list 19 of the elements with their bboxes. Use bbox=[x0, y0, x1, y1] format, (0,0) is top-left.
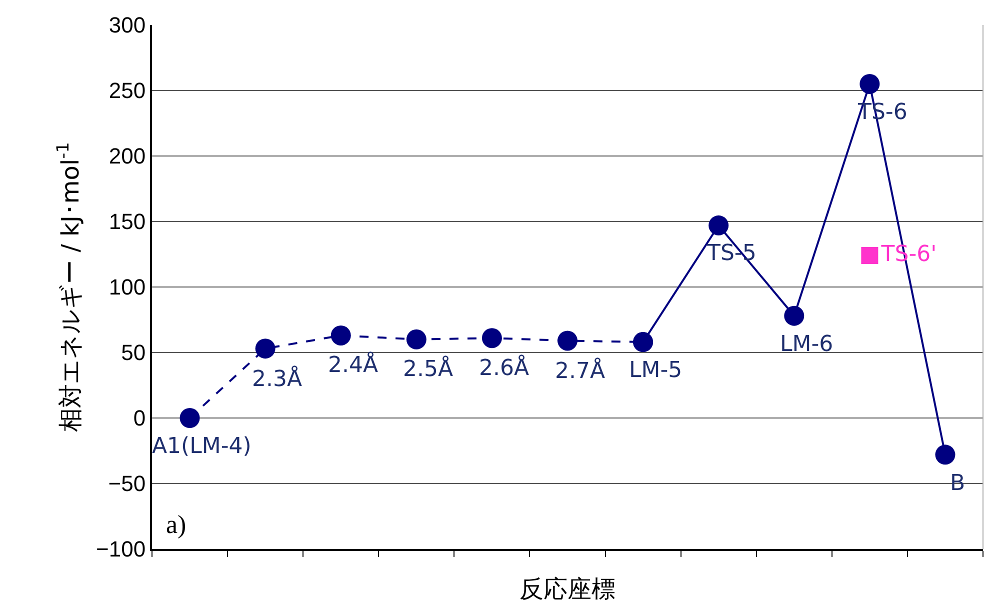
annotation: 2.6Å bbox=[479, 354, 530, 381]
annotation: a) bbox=[166, 510, 186, 539]
annotation: 2.3Å bbox=[252, 365, 302, 392]
y-tick-label: 200 bbox=[108, 144, 146, 169]
x-axis-title: 反応座標 bbox=[520, 574, 616, 603]
annotation: A1(LM-4) bbox=[152, 434, 252, 459]
y-tick-label: −100 bbox=[96, 536, 146, 562]
annotation: 2.7Å bbox=[555, 357, 606, 384]
y-tick-label: 300 bbox=[108, 12, 146, 38]
annotation: 2.4Å bbox=[328, 351, 378, 378]
y-tick-label: 250 bbox=[108, 78, 146, 104]
y-tick-label: 0 bbox=[133, 406, 146, 431]
y-tick-label: 100 bbox=[108, 274, 146, 300]
y-tick-label: 150 bbox=[108, 209, 146, 234]
annotation: LM-6 bbox=[780, 332, 834, 357]
y-tick-label: 50 bbox=[121, 340, 146, 366]
annotation: 2.5Å bbox=[403, 355, 454, 382]
annotation: LM-5 bbox=[629, 358, 682, 383]
y-tick-label: −50 bbox=[108, 471, 146, 496]
